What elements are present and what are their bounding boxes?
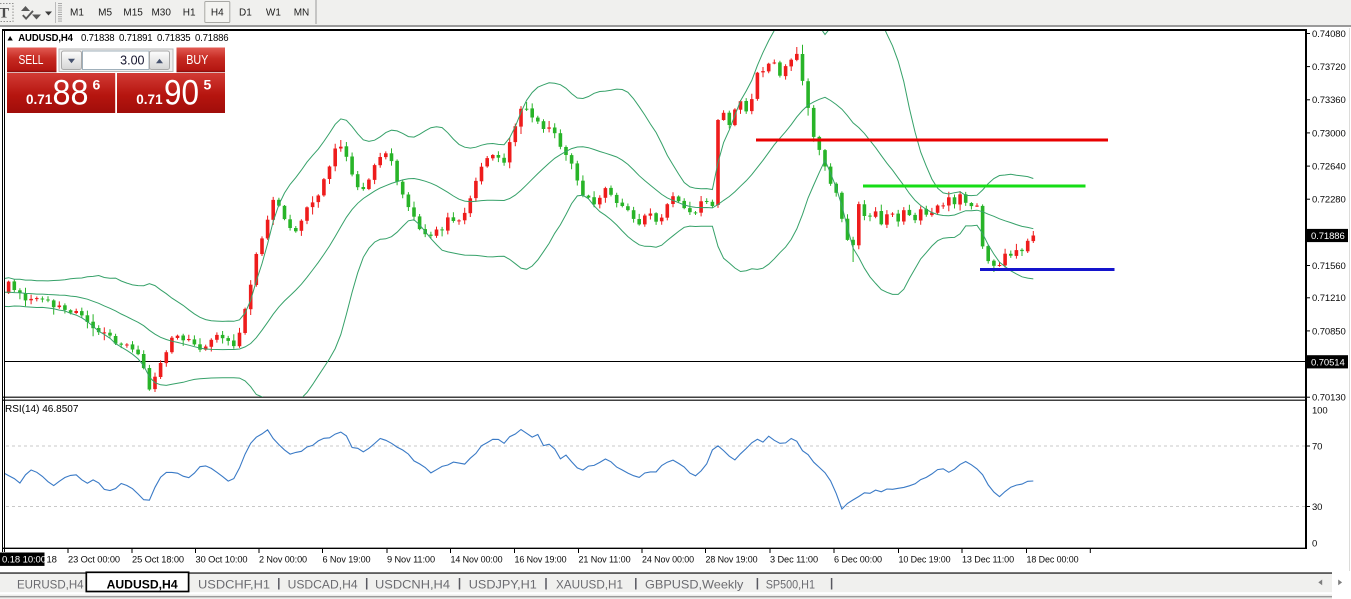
svg-text:5: 5 [204,77,212,93]
svg-text:18 Dec 00:00: 18 Dec 00:00 [1027,555,1079,566]
svg-text:13 Dec 11:00: 13 Dec 11:00 [962,555,1014,566]
svg-text:EURUSD,H4: EURUSD,H4 [17,578,84,592]
svg-text:XAUUSD,H1: XAUUSD,H1 [556,578,623,592]
svg-text:30: 30 [1312,502,1322,513]
svg-text:M30: M30 [151,8,171,19]
svg-text:28 Nov 19:00: 28 Nov 19:00 [706,555,758,566]
svg-text:0.71891: 0.71891 [119,33,153,44]
svg-text:0.18 10:00: 0.18 10:00 [2,555,46,566]
svg-text:6: 6 [93,77,101,93]
svg-text:H1: H1 [183,8,196,19]
svg-text:0.70514: 0.70514 [1311,357,1345,368]
svg-text:AUDUSD,H4: AUDUSD,H4 [107,578,178,592]
svg-text:0.73360: 0.73360 [1312,95,1346,106]
svg-text:6 Dec 00:00: 6 Dec 00:00 [834,555,882,566]
svg-text:BUY: BUY [186,53,209,67]
svg-text:MN: MN [294,8,310,19]
svg-text:3 Dec 11:00: 3 Dec 11:00 [770,555,818,566]
svg-text:SP500,H1: SP500,H1 [766,578,816,592]
svg-text:USDCHF,H1: USDCHF,H1 [198,578,270,592]
svg-text:0.71886: 0.71886 [1311,231,1345,242]
svg-text:0.73000: 0.73000 [1312,128,1346,139]
svg-text:USDCAD,H4: USDCAD,H4 [288,578,358,592]
svg-text:100: 100 [1312,405,1328,416]
svg-text:90: 90 [164,74,199,113]
svg-text:88: 88 [53,74,89,113]
svg-text:USDJPY,H1: USDJPY,H1 [469,578,537,592]
svg-text:SELL: SELL [19,53,44,67]
svg-text:0.71560: 0.71560 [1312,261,1346,272]
svg-text:AUDUSD,H4: AUDUSD,H4 [18,33,73,44]
svg-text:9 Nov 11:00: 9 Nov 11:00 [387,555,435,566]
svg-text:RSI(14) 46.8507: RSI(14) 46.8507 [5,404,79,415]
svg-text:30 Oct 10:00: 30 Oct 10:00 [196,555,248,566]
svg-text:0.73720: 0.73720 [1312,62,1346,73]
svg-text:M5: M5 [98,8,112,19]
svg-text:USDCNH,H4: USDCNH,H4 [375,578,450,592]
svg-text:0.71838: 0.71838 [81,33,115,44]
svg-text:M15: M15 [123,8,143,19]
svg-text:6 Nov 19:00: 6 Nov 19:00 [323,555,371,566]
svg-text:25 Oct 18:00: 25 Oct 18:00 [132,555,184,566]
svg-text:21 Nov 11:00: 21 Nov 11:00 [579,555,631,566]
svg-text:H4: H4 [211,8,224,19]
svg-text:0.71886: 0.71886 [195,33,229,44]
svg-text:14 Nov 00:00: 14 Nov 00:00 [451,555,503,566]
svg-text:0.70850: 0.70850 [1312,326,1346,337]
svg-text:M1: M1 [70,8,84,19]
svg-text:T: T [0,6,9,22]
svg-text:0.70130: 0.70130 [1312,393,1346,404]
svg-text:GBPUSD,Weekly: GBPUSD,Weekly [645,578,743,592]
svg-text:16 Nov 19:00: 16 Nov 19:00 [515,555,567,566]
svg-text:0.74080: 0.74080 [1312,29,1346,40]
svg-text:0.71: 0.71 [26,92,53,107]
svg-text:18: 18 [47,555,57,566]
svg-text:23 Oct 00:00: 23 Oct 00:00 [68,555,120,566]
svg-text:0: 0 [1312,538,1317,549]
svg-text:0.71210: 0.71210 [1312,293,1346,304]
svg-text:0.72640: 0.72640 [1312,162,1346,173]
svg-text:0.71: 0.71 [136,92,163,107]
svg-text:3.00: 3.00 [120,53,144,67]
svg-text:70: 70 [1312,441,1322,452]
svg-text:24 Nov 00:00: 24 Nov 00:00 [642,555,694,566]
svg-text:W1: W1 [266,8,281,19]
svg-text:0.72280: 0.72280 [1312,195,1346,206]
svg-text:0.71835: 0.71835 [157,33,191,44]
svg-text:2 Nov 00:00: 2 Nov 00:00 [259,555,307,566]
svg-text:D1: D1 [239,8,252,19]
svg-text:10 Dec 19:00: 10 Dec 19:00 [899,555,951,566]
